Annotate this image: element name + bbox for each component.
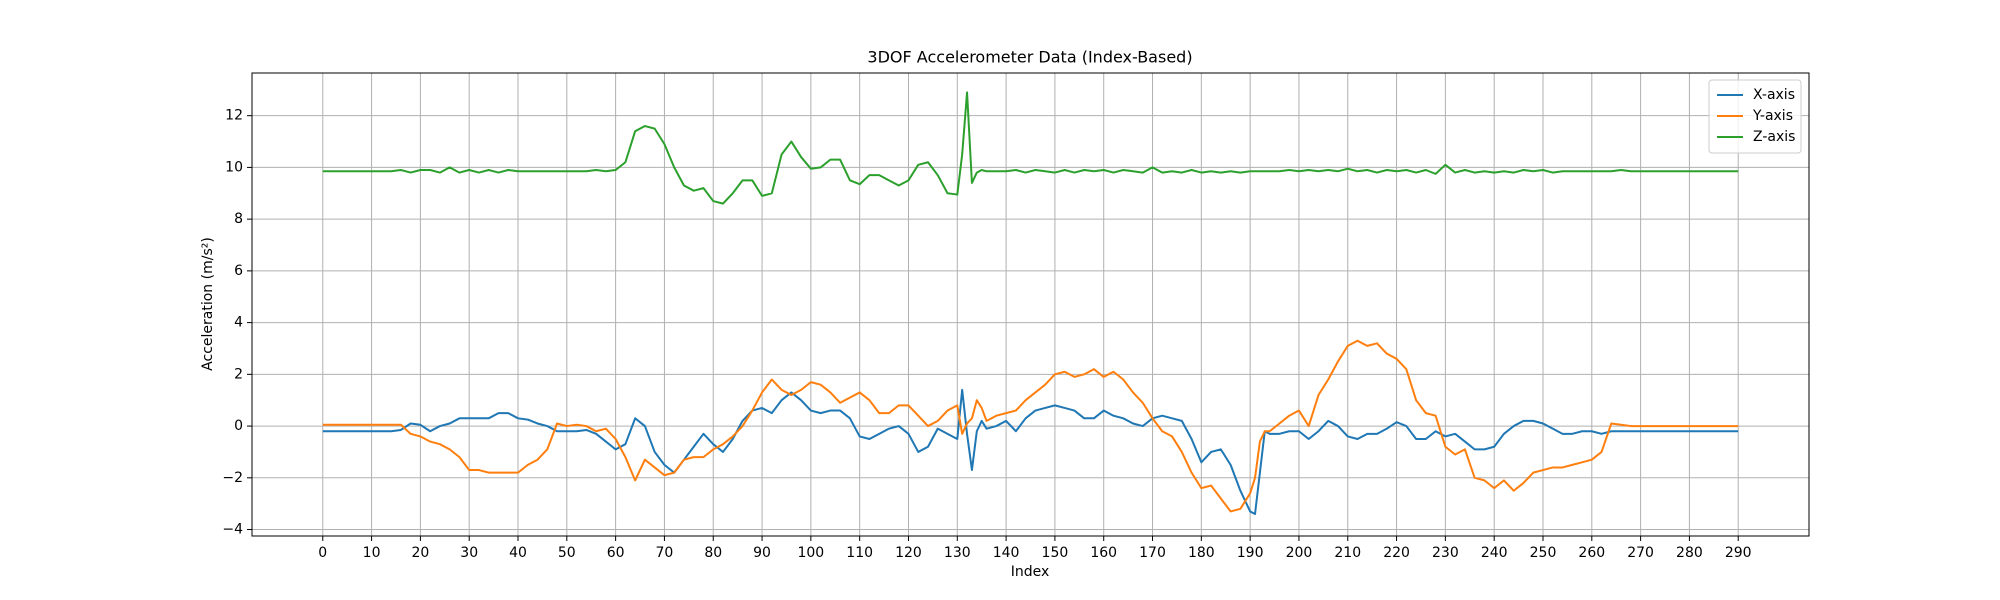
y-tick-label: 10 (225, 159, 243, 175)
x-tick-label: 280 (1676, 545, 1703, 561)
x-tick-label: 270 (1627, 545, 1654, 561)
x-tick-label: 80 (704, 545, 722, 561)
x-tick-label: 10 (363, 545, 381, 561)
x-tick-label: 130 (944, 545, 971, 561)
plot-frame (251, 72, 1810, 537)
x-tick-label: 180 (1188, 545, 1215, 561)
x-tick-label: 70 (656, 545, 674, 561)
x-axis-label: Index (1011, 564, 1050, 580)
x-tick-label: 150 (1042, 545, 1069, 561)
x-tick-label: 290 (1725, 545, 1752, 561)
x-tick-label: 230 (1432, 545, 1459, 561)
x-tick-label: 100 (797, 545, 824, 561)
y-tick-label: 0 (234, 418, 243, 434)
grid: 0 10 20 30 40 50 60 70 80 90 100 110 120 130 140 150 160… (222, 73, 1809, 561)
x-tick-label: 190 (1237, 545, 1264, 561)
x-tick-label: 160 (1090, 545, 1117, 561)
x-tick-label: 30 (460, 545, 478, 561)
legend-box (1708, 79, 1802, 154)
legend: X-axis Y-axis Z-axis (1708, 79, 1802, 154)
legend-label: Y-axis (1752, 108, 1793, 124)
plot-lines (322, 91, 1739, 516)
y-tick-label: 8 (234, 211, 243, 227)
y-tick-label: 4 (234, 315, 243, 331)
x-tick-label: 170 (1139, 545, 1166, 561)
x-tick-label: 20 (411, 545, 429, 561)
y-tick-label: −4 (222, 522, 243, 538)
x-tick-label: 240 (1481, 545, 1508, 561)
x-tick-label: 260 (1578, 545, 1605, 561)
data-line (322, 339, 1739, 513)
x-tick-label: 250 (1530, 545, 1557, 561)
x-tick-label: 60 (607, 545, 625, 561)
x-tick-label: 90 (753, 545, 771, 561)
y-tick-label: 2 (234, 366, 243, 382)
y-tick-label: 6 (234, 263, 243, 279)
x-tick-label: 110 (846, 545, 873, 561)
y-tick-label: −2 (222, 470, 243, 486)
legend-label: X-axis (1753, 87, 1795, 103)
data-line (322, 388, 1739, 516)
x-tick-label: 140 (993, 545, 1020, 561)
x-tick-label: 210 (1334, 545, 1361, 561)
x-tick-label: 0 (318, 545, 327, 561)
data-line (322, 91, 1739, 205)
y-axis-label: Acceleration (m/s²) (200, 237, 216, 371)
x-tick-label: 200 (1286, 545, 1313, 561)
legend-label: Z-axis (1753, 129, 1795, 145)
x-tick-label: 40 (509, 545, 527, 561)
x-tick-label: 50 (558, 545, 576, 561)
x-tick-label: 120 (895, 545, 922, 561)
chart-title: 3DOF Accelerometer Data (Index-Based) (867, 48, 1192, 67)
y-tick-label: 12 (225, 108, 243, 124)
x-tick-label: 220 (1383, 545, 1410, 561)
